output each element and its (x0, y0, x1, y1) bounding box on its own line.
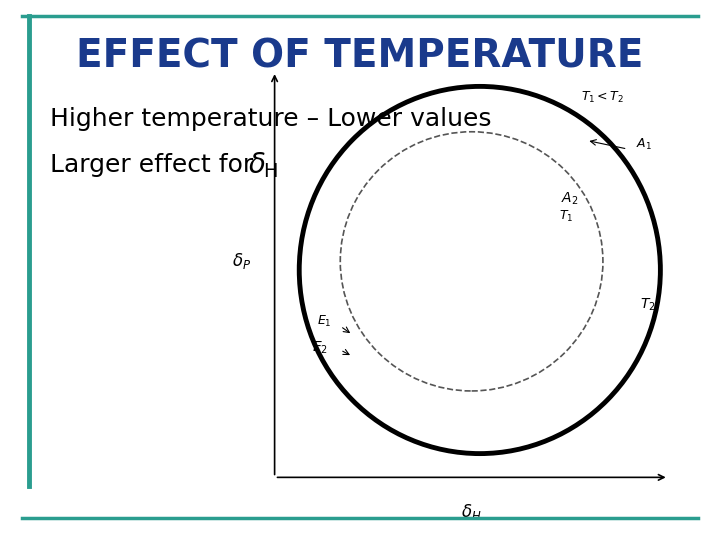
Text: H: H (263, 162, 277, 181)
Text: $A_2$: $A_2$ (562, 191, 579, 207)
Text: $E_2$: $E_2$ (312, 340, 328, 356)
Text: Larger effect for: Larger effect for (50, 153, 261, 177)
Text: $A_1$: $A_1$ (636, 137, 652, 152)
Text: $E_1$: $E_1$ (317, 314, 331, 329)
Text: $T_1$: $T_1$ (559, 208, 573, 224)
Text: $T_2$: $T_2$ (640, 296, 656, 313)
Text: δ: δ (248, 151, 266, 179)
Text: EFFECT OF TEMPERATURE: EFFECT OF TEMPERATURE (76, 38, 644, 76)
Text: $\delta_H$: $\delta_H$ (462, 502, 482, 522)
Text: $T_1 < T_2$: $T_1 < T_2$ (581, 90, 624, 105)
Text: Higher temperature – Lower values: Higher temperature – Lower values (50, 107, 492, 131)
Text: $\delta_P$: $\delta_P$ (232, 251, 251, 272)
